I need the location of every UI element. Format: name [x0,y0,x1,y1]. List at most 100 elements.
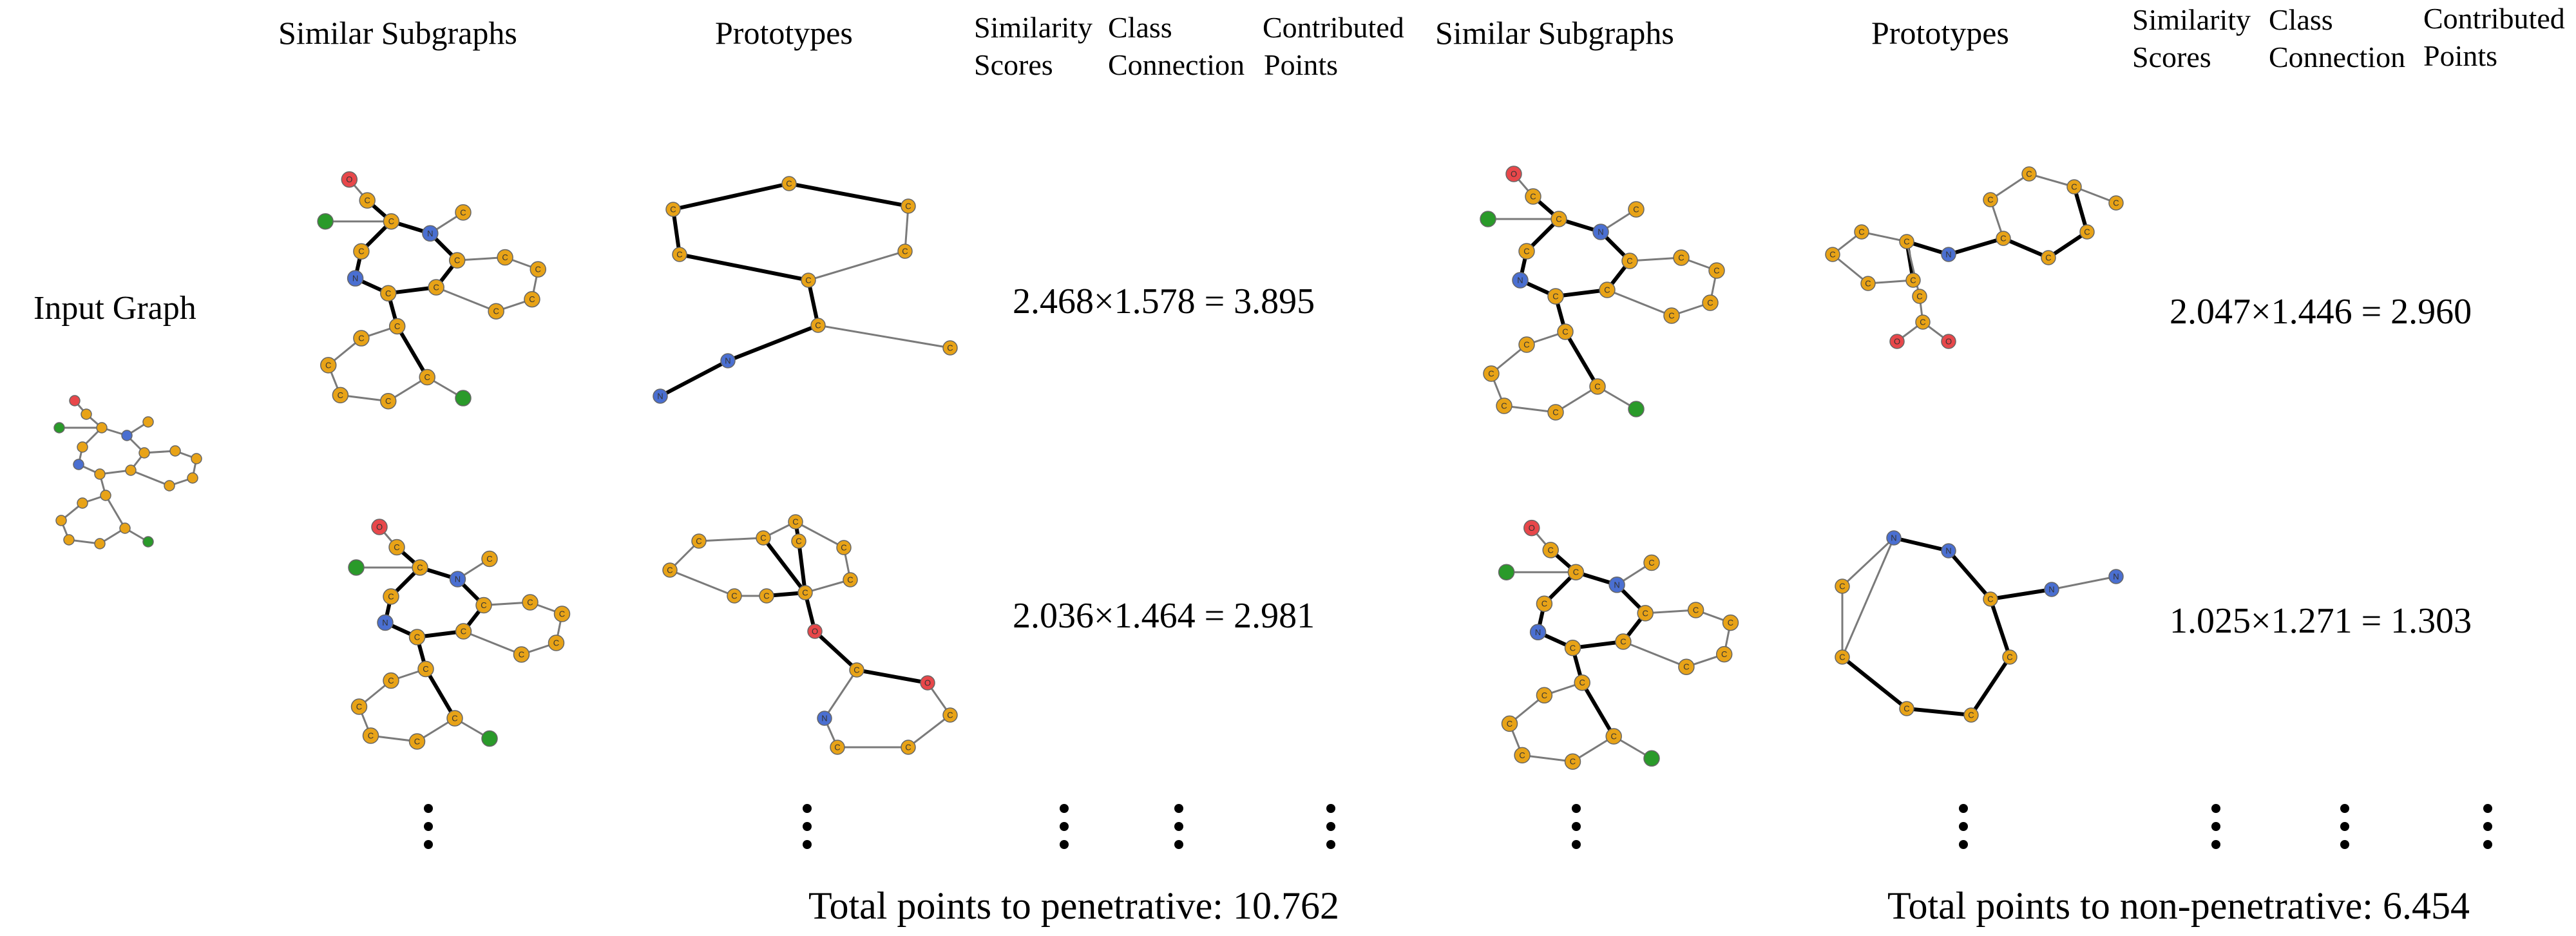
header-contributed-points-right: Contributed Points [2423,0,2565,75]
carbon-atom [100,490,111,501]
carbon-atom: C [1483,365,1500,382]
ellipsis-more-similarity-right [2209,804,2222,858]
carbon-atom: C [362,727,379,744]
carbon-atom: C [727,588,742,604]
carbon-atom [77,497,88,509]
important-bond [671,209,682,255]
carbon-atom: C [428,279,444,296]
carbon-atom: C [759,588,774,604]
carbon-atom [125,464,137,476]
carbon-atom: C [497,249,513,266]
ellipsis-more-connection-right [2338,804,2351,858]
important-bond [673,182,790,211]
carbon-atom: C [1905,272,1921,288]
halogen-atom [317,213,334,230]
score-formula-penetrative-1: 2.468×1.578 = 3.895 [1013,282,1315,321]
bond [130,469,170,487]
important-bond [797,540,807,593]
halogen-atom [142,536,154,548]
carbon-atom: C [665,202,681,217]
nitrogen-atom: N [653,388,668,404]
oxygen-atom: O [341,171,358,188]
important-bond [1563,330,1599,388]
header-line: Connection [2269,41,2406,73]
important-bond [856,668,928,685]
carbon-atom: C [1983,192,1998,207]
carbon-atom: C [548,635,565,651]
ellipsis-more-points-right [2481,804,2494,858]
nitrogen-atom: N [377,614,394,631]
important-bond [1841,655,1908,711]
carbon-atom: C [1996,231,2011,246]
bond [817,324,951,349]
carbon-atom: C [1663,307,1680,324]
header-class-connection-right: Class Connection [2269,1,2405,76]
carbon-atom: C [2002,649,2018,665]
carbon-atom: C [332,387,349,404]
carbon-atom: C [1915,314,1931,330]
carbon-atom: C [1547,404,1564,421]
carbon-atom: C [2021,166,2037,182]
carbon-atom: C [810,318,826,333]
score-formula-non-penetrative-2: 1.025×1.271 = 1.303 [2170,601,2472,641]
carbon-atom: C [320,357,337,374]
nitrogen-atom: N [2044,582,2059,597]
carbon-atom: C [672,247,687,262]
header-line: Points [1264,48,1339,81]
carbon-atom: C [1557,323,1574,340]
nitrogen-atom: N [1941,247,1956,262]
important-bond [2002,236,2050,260]
carbon-atom [77,441,88,453]
bond [808,250,906,282]
input-graph [53,395,202,549]
nitrogen-atom [121,430,133,441]
carbon-atom: C [1860,276,1876,291]
carbon-atom: C [455,623,472,640]
important-bond [396,325,429,379]
important-bond [1893,536,1949,553]
carbon-atom: C [530,261,546,278]
nitrogen-atom: N [1529,624,1547,641]
header-contributed-points-left: Contributed Points [1263,9,1404,84]
bond [1503,405,1556,414]
total-points-non-penetrative: Total points to non-penetrative: 6.454 [1887,884,2470,927]
carbon-atom: C [1547,288,1564,305]
carbon-atom: C [797,585,813,600]
header-class-connection-left: Class Connection [1108,9,1245,84]
carbon-atom: C [488,303,504,320]
carbon-atom: C [1912,289,1927,304]
carbon-atom: C [691,533,707,549]
bond [1841,537,1895,587]
halogen-atom [1498,564,1515,580]
oxygen-atom: O [1941,334,1956,349]
carbon-atom: C [1518,243,1535,260]
important-bond [1906,707,1972,717]
carbon-atom: C [350,698,368,715]
total-points-penetrative: Total points to penetrative: 10.762 [808,884,1339,927]
carbon-atom: C [756,530,771,546]
carbon-atom: C [383,588,399,605]
ellipsis-more-subgraphs-right [1570,804,1583,858]
ellipsis-more-similarity-left [1058,804,1071,858]
carbon-atom: C [1536,595,1553,612]
carbon-atom: C [1589,378,1606,395]
input-graph-label: Input Graph [33,290,196,327]
carbon-atom: C [513,646,530,663]
carbon-atom: C [901,198,916,214]
bond [1905,241,1921,297]
important-bond [806,280,820,326]
carbon-atom: C [1702,294,1719,311]
prototype-penetrative-1: C C C C C C C N N C [653,176,958,404]
bond [1990,173,2030,201]
bond [1861,231,1907,243]
header-line: Class [2269,3,2333,36]
header-similar-subgraphs-right: Similar Subgraphs [1435,15,1674,51]
bond [435,286,497,312]
important-bond [424,667,457,720]
carbon-atom: C [1621,253,1638,269]
prototype-non-penetrative-2: N N C C C C C C N N [1835,530,2124,723]
carbon-atom [187,472,198,484]
carbon-atom: C [412,559,428,576]
carbon-atom: C [408,733,426,750]
bond [104,495,126,529]
